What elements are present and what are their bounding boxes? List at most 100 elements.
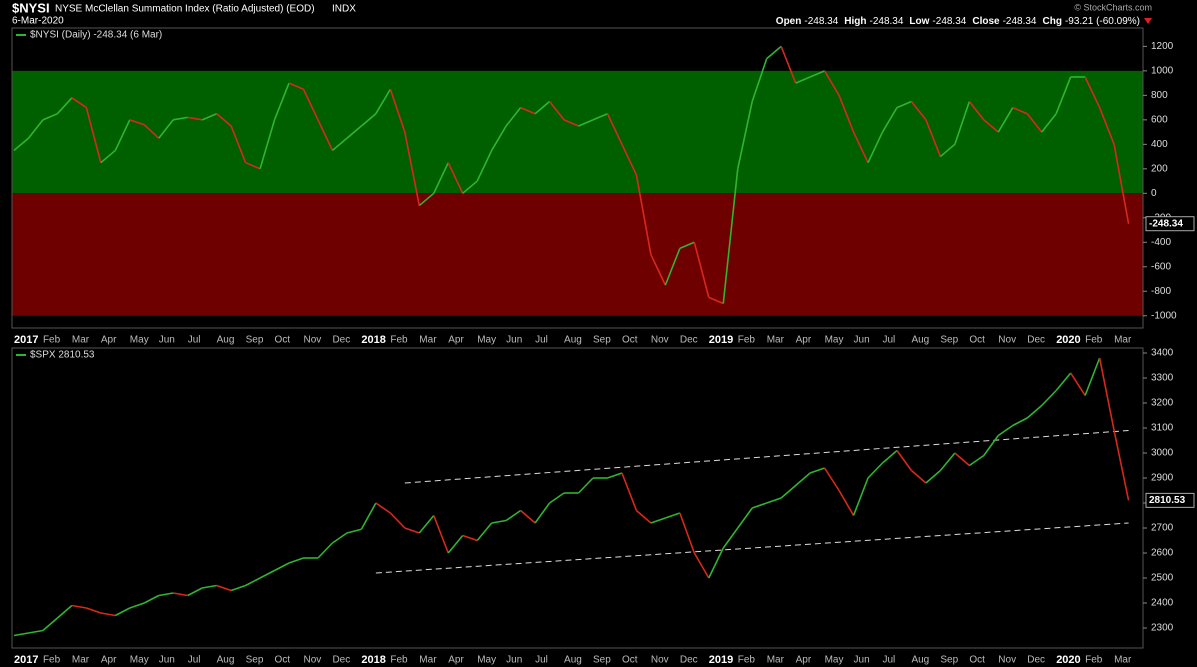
date: 6-Mar-2020 [12,16,64,27]
x-tick-label: Apr [101,335,117,346]
plot-frame [11,347,1144,649]
line-segment [809,467,825,474]
line-segment [809,70,825,78]
line-segment [635,509,652,524]
line-segment [766,45,782,60]
line-segment [42,112,58,121]
x-tick-label: Mar [1114,655,1132,666]
line-segment [418,192,435,207]
y-tick-label: 3000 [1151,448,1174,459]
line-segment [158,119,174,139]
line-segment [375,88,392,115]
x-tick-label: Apr [796,655,812,666]
line-segment [751,58,768,102]
line-segment [679,512,696,554]
x-tick-label: Nov [304,655,322,666]
line-segment [635,174,652,255]
line-segment [245,161,261,170]
x-tick-label: Nov [651,655,669,666]
line-segment [968,454,985,467]
x-tick-label: 2017 [14,654,38,666]
line-segment [346,125,362,139]
source: © StockCharts.com [1074,2,1152,12]
line-segment [1084,76,1101,108]
x-tick-label: Feb [390,655,408,666]
line-segment [114,607,131,617]
x-tick-label: 2018 [361,334,385,346]
line-segment [433,162,449,194]
y-tick-label: 2700 [1151,523,1174,534]
x-tick-label: 2018 [361,654,385,666]
y-tick-label: -1000 [1151,310,1177,321]
line-segment [245,577,261,587]
x-tick-label: Nov [998,335,1016,346]
x-tick-label: Mar [767,335,785,346]
quote-label: High [844,16,866,27]
line-segment [679,241,695,250]
line-segment [86,607,102,614]
line-segment [852,131,869,164]
line-segment [331,137,348,152]
line-segment [187,116,203,121]
x-tick-label: Sep [246,655,264,666]
line-segment [954,452,970,467]
quote-value: -248.34 [804,16,838,27]
x-tick-label: Sep [940,655,958,666]
y-tick-label: 600 [1151,114,1168,125]
y-tick-label: 3200 [1151,398,1174,409]
line-segment [563,119,579,127]
line-segment [549,492,565,504]
line-segment [13,137,29,152]
line-segment [375,502,391,514]
symbol: $NYSI [12,0,50,15]
line-segment [201,112,217,121]
x-tick-label: Nov [304,335,322,346]
x-tick-label: Apr [796,335,812,346]
x-tick-label: 2020 [1056,334,1080,346]
line-segment [607,472,623,479]
line-segment [273,82,290,121]
y-tick-label: 3300 [1151,373,1174,384]
line-segment [389,88,406,133]
line-segment [722,527,739,549]
x-tick-label: Jul [883,335,896,346]
line-segment [896,450,913,471]
line-segment [722,168,739,304]
line-segment [476,522,493,542]
line-segment [173,592,188,597]
line-segment [158,592,174,597]
x-tick-label: Dec [680,655,698,666]
line-segment [462,180,478,194]
y-tick-label: 3400 [1151,348,1174,359]
x-tick-label: Oct [622,335,638,346]
x-tick-label: Jun [854,655,870,666]
last-value-label: 2810.53 [1149,495,1186,506]
y-tick-label: 2400 [1151,598,1174,609]
x-tick-label: Sep [940,335,958,346]
line-segment [129,119,145,126]
line-segment [1026,404,1043,419]
description: NYSE McClellan Summation Index (Ratio Ad… [55,4,315,15]
line-segment [490,125,507,151]
line-segment [505,509,522,522]
line-segment [418,514,435,534]
x-tick-label: Feb [1085,655,1103,666]
y-tick-label: 1000 [1151,65,1174,76]
quote-value: -248.34 [870,16,904,27]
line-segment [71,97,87,109]
line-segment [346,528,362,534]
x-tick-label: Mar [72,335,90,346]
x-tick-label: Nov [651,335,669,346]
band [12,70,1143,194]
line-segment [650,254,667,286]
x-tick-label: Jul [535,335,548,346]
line-segment [621,143,638,176]
line-segment [852,477,869,516]
x-tick-label: Mar [767,655,785,666]
line-segment [881,107,898,133]
x-tick-label: Oct [275,655,291,666]
line-segment [693,242,710,298]
x-tick-label: Jul [883,655,896,666]
line-segment [143,124,160,139]
quote-label: Close [972,16,1000,27]
